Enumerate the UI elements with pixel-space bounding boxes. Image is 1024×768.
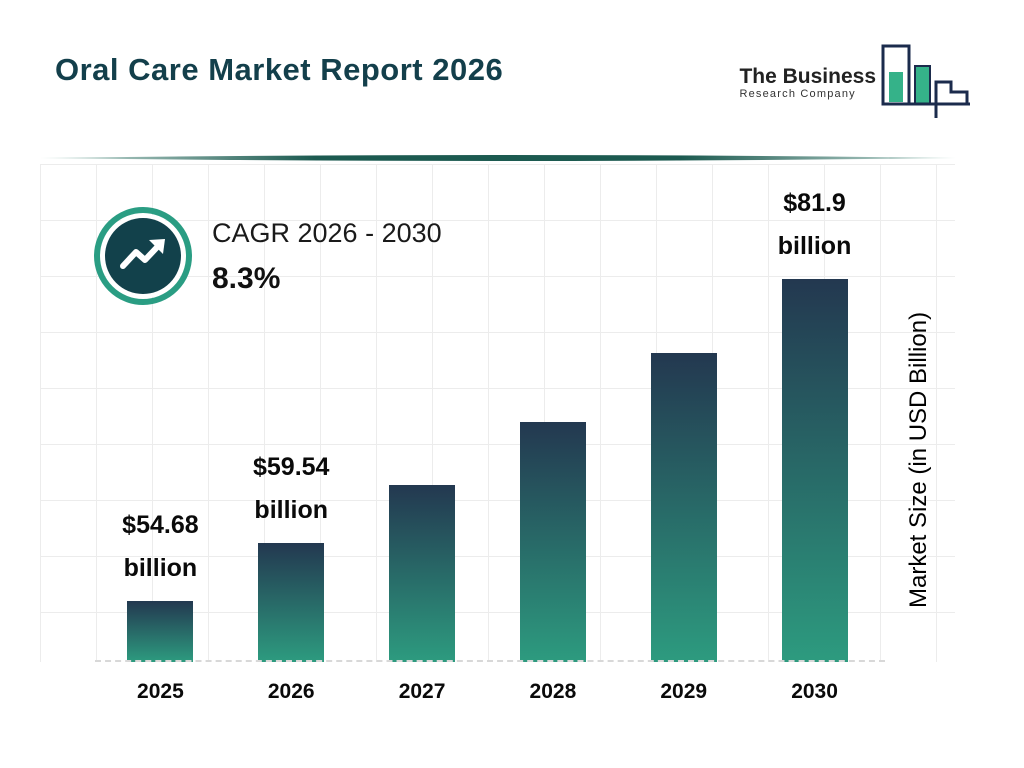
- company-logo: The Business Research Company: [739, 40, 972, 125]
- bar-column: $54.68 billion: [95, 180, 226, 662]
- x-axis-label: 2026: [267, 680, 315, 703]
- logo-name: The Business: [739, 64, 876, 88]
- bar-columns: $54.68 billion $59.54 billion $81.9 billion: [95, 180, 880, 662]
- bar-chart-logo-icon: [880, 40, 972, 125]
- bar-column: [357, 180, 488, 662]
- bar-2028: [519, 422, 586, 662]
- x-axis-label: 2027: [398, 680, 446, 703]
- x-axis-labels: 2025 2026 2027 2028 2029 2030: [95, 680, 880, 704]
- bar-2026: [258, 543, 325, 662]
- bar-value-label: $54.68 billion: [122, 510, 199, 583]
- x-axis-label: 2029: [660, 680, 708, 703]
- bar-column: $59.54 billion: [226, 180, 357, 662]
- bar-column: [487, 180, 618, 662]
- growth-arrow-icon: [93, 206, 193, 311]
- cagr-label: CAGR 2026 - 2030: [212, 218, 442, 248]
- page-title: Oral Care Market Report 2026: [55, 52, 504, 87]
- bar-value-label: $59.54 billion: [253, 452, 330, 525]
- x-axis-baseline: [95, 660, 885, 662]
- bar-2030: [781, 279, 848, 662]
- x-axis-label: 2030: [791, 680, 838, 703]
- logo-text: The Business Research Company: [739, 65, 876, 100]
- bar-2029: [650, 353, 717, 662]
- x-axis-label: 2025: [137, 680, 184, 703]
- bar-2027: [389, 485, 456, 662]
- bar-column: $81.9 billion: [749, 180, 880, 662]
- bar-value-label: $81.9 billion: [777, 188, 852, 261]
- header-divider: [40, 151, 956, 163]
- cagr-value: 8.3%: [212, 262, 281, 295]
- logo-subname: Research Company: [739, 88, 856, 100]
- bar-2025: [127, 601, 194, 662]
- y-axis-label: Market Size (in USD Billion): [905, 311, 932, 609]
- bar-column: [618, 180, 749, 662]
- x-axis-label: 2028: [529, 680, 577, 703]
